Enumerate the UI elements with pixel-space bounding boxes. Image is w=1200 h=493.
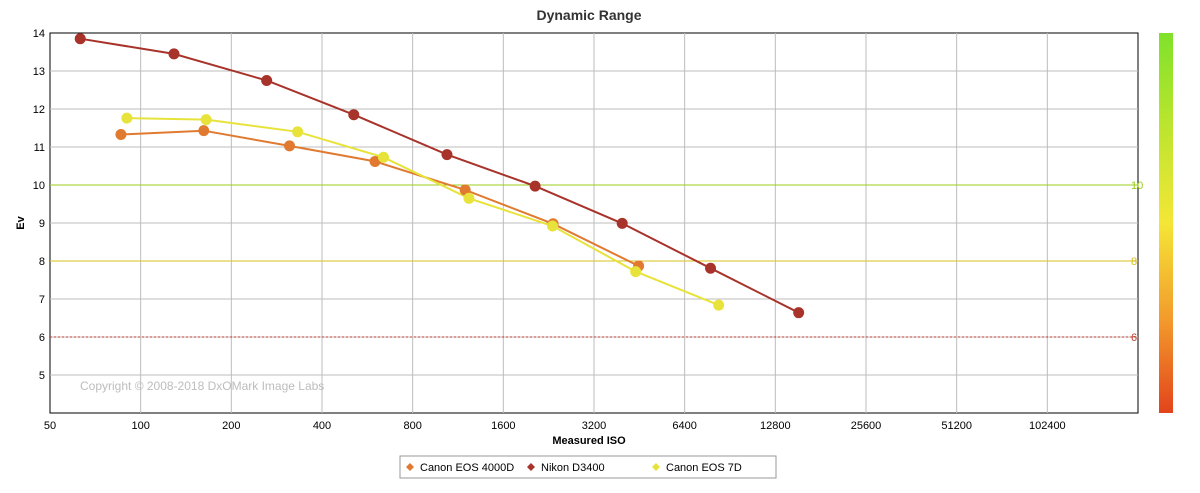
data-point[interactable] [121, 112, 133, 124]
data-point[interactable] [441, 149, 453, 161]
data-point[interactable] [713, 299, 725, 311]
x-tick-label: 12800 [760, 420, 791, 432]
y-tick-label: 9 [39, 218, 45, 230]
y-tick-label: 10 [33, 180, 45, 192]
data-point[interactable] [463, 192, 475, 204]
y-tick-label: 7 [39, 294, 45, 306]
x-tick-label: 50 [44, 420, 56, 432]
legend-marker [652, 463, 660, 471]
series-group [74, 33, 805, 319]
data-point[interactable] [115, 128, 127, 140]
data-point[interactable] [198, 125, 210, 137]
x-tick-label: 51200 [941, 420, 972, 432]
x-tick-label: 400 [313, 420, 331, 432]
legend-item-label[interactable]: Nikon D3400 [541, 462, 605, 474]
color-scale-bar [1159, 33, 1173, 413]
data-point[interactable] [616, 217, 628, 229]
x-tick-label: 6400 [672, 420, 696, 432]
x-axis-label: Measured ISO [552, 435, 626, 447]
data-point[interactable] [74, 33, 86, 45]
y-axis-ticks: 5 6 7 8 9 10 11 12 13 14 [33, 28, 45, 382]
y-tick-label: 6 [39, 332, 45, 344]
data-point[interactable] [793, 307, 805, 319]
data-point[interactable] [261, 75, 273, 86]
x-tick-label: 1600 [491, 420, 515, 432]
data-point[interactable] [377, 151, 389, 163]
copyright-text: Copyright © 2008-2018 DxOMark Image Labs [80, 379, 324, 393]
x-tick-label: 3200 [582, 420, 606, 432]
y-tick-label: 11 [34, 142, 45, 154]
legend-marker [406, 463, 414, 471]
data-point[interactable] [200, 114, 212, 126]
legend[interactable]: Canon EOS 4000D Nikon D3400 Canon EOS 7D [399, 455, 777, 479]
right-scale-labels: 10 8 6 [1131, 180, 1143, 344]
data-point[interactable] [529, 180, 541, 192]
data-point[interactable] [292, 126, 304, 138]
y-tick-label: 13 [33, 66, 45, 78]
y-tick-label: 8 [39, 256, 45, 268]
reference-lines [50, 184, 1138, 338]
x-tick-label: 200 [222, 420, 240, 432]
legend-item-label[interactable]: Canon EOS 7D [666, 462, 742, 474]
data-point[interactable] [284, 140, 296, 152]
y-tick-label: 14 [33, 28, 45, 40]
right-scale-label: 8 [1131, 256, 1137, 268]
y-tick-label: 12 [33, 104, 45, 116]
data-point[interactable] [630, 266, 642, 278]
x-tick-label: 100 [131, 420, 149, 432]
data-point[interactable] [705, 262, 717, 274]
data-point[interactable] [546, 220, 558, 232]
x-tick-label: 25600 [851, 420, 882, 432]
right-scale-label: 6 [1131, 332, 1137, 344]
y-axis-label: Ev [15, 215, 27, 229]
x-tick-label: 102400 [1029, 420, 1066, 432]
chart-title: Dynamic Range [536, 7, 641, 23]
legend-marker [527, 463, 535, 471]
legend-box [399, 455, 777, 479]
data-point[interactable] [168, 48, 180, 60]
right-scale-label: 10 [1131, 180, 1143, 192]
series-line-2 [126, 117, 720, 307]
y-tick-label: 5 [39, 370, 45, 382]
data-point[interactable] [348, 109, 360, 121]
x-axis-ticks: 50 100 200 400 800 1600 3200 6400 12800 25600 5120… [44, 420, 1066, 432]
legend-item-label[interactable]: Canon EOS 4000D [420, 462, 514, 474]
x-tick-label: 800 [403, 420, 421, 432]
